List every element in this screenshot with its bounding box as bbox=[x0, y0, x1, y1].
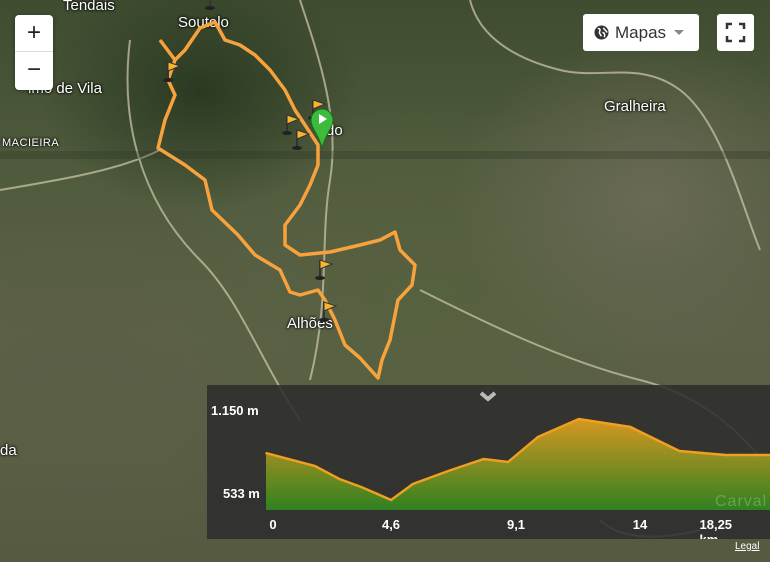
x-tick-label: 9,1 bbox=[506, 517, 526, 532]
elevation-point bbox=[629, 426, 632, 428]
legal-link[interactable]: Legal bbox=[735, 541, 760, 552]
elevation-point bbox=[578, 418, 580, 420]
elevation-point bbox=[447, 470, 450, 472]
place-label: Carval bbox=[715, 493, 768, 510]
elevation-point bbox=[338, 478, 341, 480]
elevation-area bbox=[266, 419, 770, 510]
place-label: MACIEIRA bbox=[2, 137, 60, 149]
collapse-chevron-icon[interactable] bbox=[478, 391, 498, 403]
elevation-point bbox=[507, 461, 509, 463]
elevation-point bbox=[537, 436, 539, 438]
elevation-point bbox=[412, 483, 414, 485]
place-label: da bbox=[0, 442, 17, 459]
globe-icon bbox=[594, 25, 609, 40]
elevation-point bbox=[678, 450, 681, 452]
x-tick-label: 14 bbox=[632, 517, 648, 532]
elevation-point bbox=[482, 458, 485, 460]
waypoint-flags[interactable] bbox=[163, 0, 338, 322]
map-type-dropdown[interactable]: Mapas bbox=[583, 14, 699, 51]
elevation-point bbox=[390, 499, 392, 501]
fullscreen-icon bbox=[725, 22, 746, 43]
elevation-point bbox=[724, 454, 727, 456]
y-tick-label: 1.150 m bbox=[211, 403, 259, 418]
zoom-out-button[interactable]: − bbox=[26, 56, 41, 83]
fullscreen-button[interactable] bbox=[717, 14, 754, 51]
route-line[interactable] bbox=[156, 20, 417, 380]
elevation-panel: 1.150 m 533 m Carval 0 4,6 9,1 14 18,25 … bbox=[207, 385, 770, 539]
x-tick-label: 18,25 km bbox=[699, 517, 733, 539]
zoom-in-button[interactable]: + bbox=[15, 15, 53, 52]
x-tick-label: 4,6 bbox=[381, 517, 401, 532]
elevation-point bbox=[314, 465, 316, 467]
zoom-control: + − bbox=[15, 15, 53, 90]
x-tick-label: 0 bbox=[269, 517, 277, 532]
place-label: Gralheira bbox=[604, 98, 666, 115]
elevation-point bbox=[360, 486, 362, 488]
place-label: Tendais bbox=[63, 0, 115, 14]
y-tick-label: 533 m bbox=[223, 486, 260, 501]
elevation-point bbox=[265, 452, 267, 454]
map-type-label: Mapas bbox=[615, 22, 667, 42]
caret-down-icon bbox=[674, 30, 685, 35]
start-marker[interactable] bbox=[310, 108, 334, 149]
elevation-chart[interactable] bbox=[207, 385, 770, 539]
